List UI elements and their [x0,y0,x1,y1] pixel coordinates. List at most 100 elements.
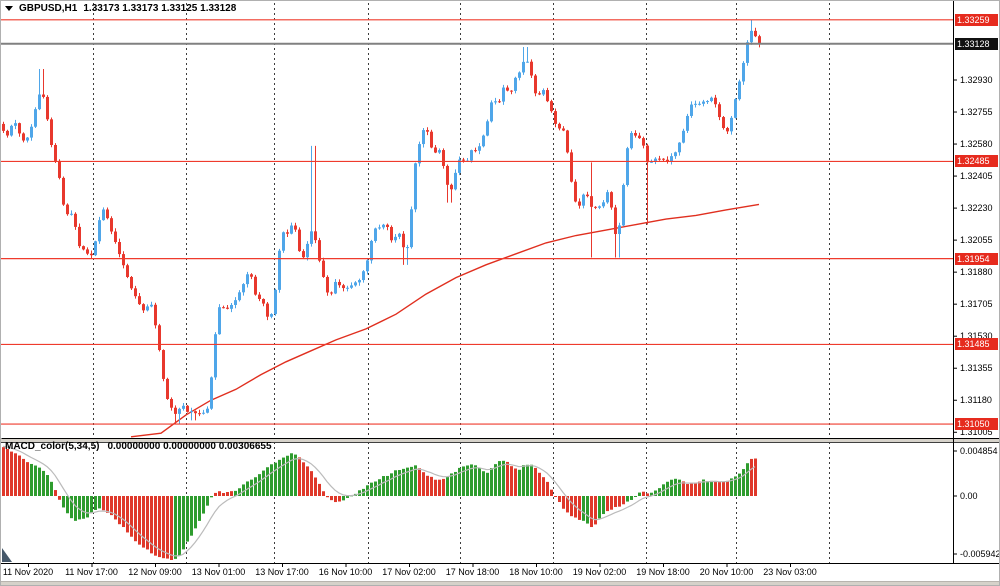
macd-bar [622,496,625,505]
candle-body [426,130,429,132]
macd-bar [346,496,349,498]
macd-bar [158,496,161,558]
candle-body [390,226,393,241]
candle-body [34,109,37,127]
macd-bar [2,447,5,496]
candle-body [42,94,45,97]
macd-bar [610,496,613,510]
scroll-corner-icon[interactable] [2,548,12,562]
macd-bar [542,477,545,496]
candle-body [310,231,313,244]
macd-bar [22,458,25,496]
candle-body [718,104,721,118]
candle-body [510,90,513,92]
macd-bar [266,467,269,496]
macd-bar [686,484,689,496]
macd-bar [138,496,141,545]
candle-body [758,36,761,45]
candle-body [482,135,485,147]
macd-bar [178,496,181,556]
candle-body [542,90,545,95]
macd-bar [210,496,213,498]
macd-bar [730,478,733,496]
candle-body [714,97,717,105]
macd-bar [150,496,153,554]
candle-body [122,254,125,266]
candle-body [454,172,457,190]
macd-bar [338,496,341,502]
candle-body [642,138,645,146]
candle-body [570,152,573,182]
macd-bar [674,478,677,496]
macd-bar [494,464,497,496]
macd-bar [190,496,193,536]
candle-body [350,285,353,288]
price-scale[interactable] [951,1,999,563]
candle-body [574,181,577,202]
candle-body [738,81,741,100]
candle-body [534,75,537,94]
indicator-values: 0.00000000 0.00000000 0.00306655 [107,441,272,452]
macd-bar [194,496,197,529]
candle-body [202,412,205,414]
candle-body [438,150,441,153]
candle-body [14,123,17,126]
candle-body [598,206,601,208]
candle-body [354,282,357,286]
macd-bar [386,475,389,496]
candle-body [374,228,377,241]
macd-bar [294,454,297,496]
macd-bar [706,481,709,496]
candle-body [590,196,593,207]
macd-signal-line [2,445,756,557]
candle-body [226,307,229,309]
candle-body [278,250,281,290]
macd-bar [134,496,137,542]
candle-body [730,117,733,132]
macd-bar [86,496,89,518]
candle-body [394,236,397,241]
candle-body [618,225,621,235]
macd-bar [514,468,517,496]
macd-bar [154,496,157,556]
macd-bar [550,489,553,496]
macd-bar [382,476,385,496]
macd-bar [626,496,629,502]
candle-body [746,42,749,63]
panel-divider[interactable] [1,439,1000,442]
macd-bar [122,496,125,528]
macd-bar [242,484,245,496]
macd-bar [370,482,373,496]
macd-bar [50,481,53,496]
candle-body [630,133,633,149]
macd-bar [518,469,521,496]
candle-body [694,103,697,105]
macd-bar [102,496,105,511]
macd-bar [702,479,705,496]
candle-body [90,253,93,256]
macd-bar [278,459,281,496]
candle-body [146,306,149,311]
candle-body [298,229,301,252]
macd-bar [258,474,261,496]
macd-bar [458,467,461,496]
macd-bar [554,496,557,497]
candle-body [418,144,421,164]
candle-body [46,96,49,120]
macd-bar [598,496,601,519]
candle-body [578,201,581,206]
candle-body [662,158,665,160]
macd-bar [322,491,325,496]
candle-body [558,123,561,129]
macd-bar [42,470,45,496]
macd-bar [142,496,145,548]
macd-bar [202,496,205,514]
candle-body [102,209,105,221]
macd-bar [754,458,757,496]
time-scale[interactable] [1,563,953,582]
macd-bar [594,496,597,525]
macd-bar [722,482,725,496]
macd-bar [546,481,549,496]
symbol-dropdown-icon[interactable] [5,6,13,11]
